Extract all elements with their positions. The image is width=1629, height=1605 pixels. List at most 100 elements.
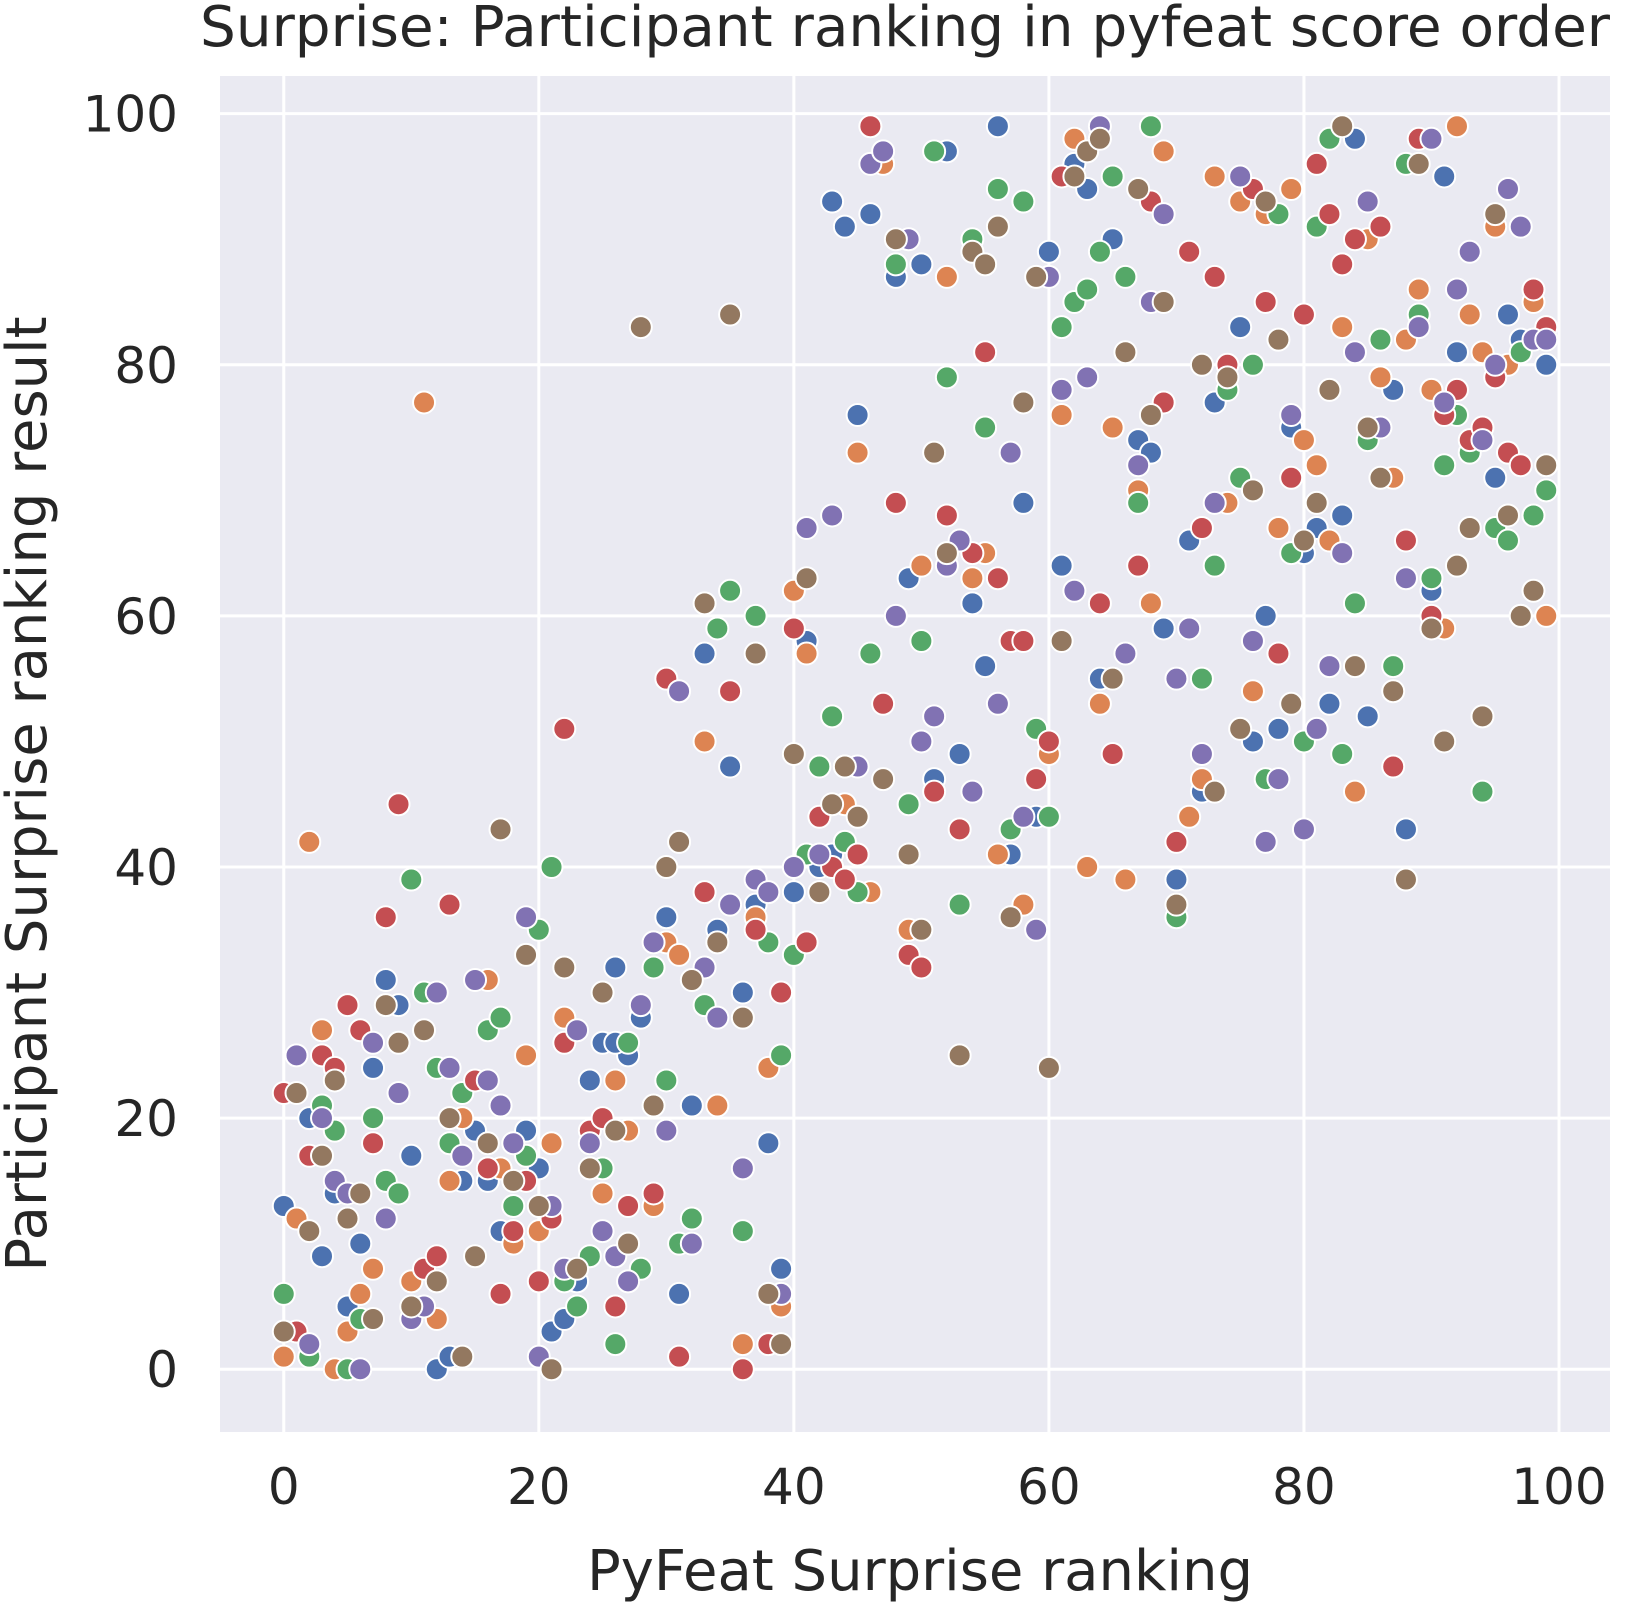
- data-point: [1457, 239, 1482, 264]
- data-point: [1253, 603, 1278, 628]
- data-point: [934, 541, 959, 566]
- data-point: [590, 980, 615, 1005]
- data-point: [310, 1018, 335, 1043]
- data-point: [1138, 403, 1163, 427]
- data-point: [514, 1043, 539, 1068]
- x-tick-label: 60: [1017, 1458, 1081, 1516]
- data-point: [1113, 264, 1138, 289]
- data-point: [679, 1093, 704, 1118]
- data-point: [603, 1118, 628, 1143]
- data-point: [1381, 654, 1406, 679]
- data-point: [1062, 578, 1087, 603]
- data-point: [335, 993, 360, 1018]
- data-point: [1151, 616, 1176, 641]
- data-point: [1253, 829, 1278, 854]
- data-point: [1342, 340, 1367, 365]
- data-point: [297, 1332, 322, 1357]
- data-point: [985, 177, 1010, 201]
- data-point: [973, 340, 998, 365]
- data-point: [679, 1231, 704, 1256]
- data-point: [603, 1068, 628, 1093]
- data-point: [577, 1156, 602, 1181]
- data-point: [1228, 716, 1253, 741]
- data-point: [1495, 302, 1520, 327]
- data-point: [922, 779, 947, 804]
- data-point: [1177, 239, 1202, 264]
- data-point: [616, 1030, 641, 1055]
- data-point: [1036, 804, 1061, 829]
- data-point: [488, 1281, 513, 1306]
- x-tick-label: 20: [507, 1458, 571, 1516]
- data-point: [1049, 629, 1074, 653]
- data-point: [1393, 566, 1418, 591]
- y-axis-label: Participant Surprise ranking result: [0, 316, 60, 1271]
- data-point: [909, 252, 934, 277]
- data-point: [1432, 453, 1457, 478]
- data-point: [1317, 202, 1342, 227]
- data-point: [1024, 917, 1049, 942]
- data-point: [692, 880, 717, 905]
- data-point: [654, 855, 679, 879]
- data-point: [1521, 277, 1546, 302]
- x-tick-labels: 0 20 40 60 80 100: [268, 1458, 1607, 1516]
- data-point: [1304, 151, 1329, 176]
- data-point: [1075, 277, 1100, 302]
- data-point: [1189, 352, 1214, 377]
- data-point: [501, 1131, 526, 1156]
- data-point: [412, 1018, 437, 1043]
- data-point: [1266, 716, 1291, 741]
- data-point: [1279, 465, 1304, 490]
- data-point: [1330, 252, 1355, 277]
- data-point: [909, 729, 934, 754]
- data-point: [552, 716, 577, 741]
- data-point: [845, 403, 870, 427]
- data-point: [705, 930, 730, 955]
- data-point: [1355, 704, 1380, 729]
- data-point: [1036, 1055, 1061, 1080]
- data-point: [781, 855, 806, 879]
- data-point: [781, 616, 806, 641]
- data-point: [1495, 528, 1520, 553]
- data-point: [1164, 892, 1189, 917]
- data-point: [756, 1281, 781, 1306]
- data-point: [756, 1131, 781, 1156]
- data-point: [1444, 277, 1469, 302]
- data-point: [1483, 202, 1508, 227]
- data-point: [896, 842, 921, 867]
- data-point: [628, 993, 653, 1018]
- data-point: [654, 1068, 679, 1093]
- data-point: [361, 1055, 386, 1080]
- data-point: [1419, 566, 1444, 591]
- data-point: [1355, 189, 1380, 214]
- data-point: [284, 1081, 309, 1105]
- data-point: [361, 1030, 386, 1055]
- data-point: [1126, 453, 1151, 478]
- data-point: [437, 1168, 462, 1193]
- data-point: [1330, 315, 1355, 340]
- data-point: [1126, 177, 1151, 201]
- data-point: [399, 1143, 424, 1168]
- data-point: [1164, 867, 1189, 892]
- data-point: [641, 955, 666, 980]
- data-point: [1279, 177, 1304, 201]
- data-point: [475, 1131, 500, 1156]
- data-point: [322, 1068, 347, 1093]
- data-point: [960, 566, 985, 591]
- data-point: [718, 892, 743, 917]
- data-point: [985, 691, 1010, 716]
- data-point: [1444, 340, 1469, 365]
- data-point: [1011, 629, 1036, 653]
- data-point: [501, 1219, 526, 1244]
- data-point: [1355, 415, 1380, 440]
- data-point: [1100, 415, 1125, 440]
- data-point: [909, 917, 934, 942]
- data-point: [769, 980, 794, 1005]
- data-point: [858, 202, 883, 227]
- data-point: [373, 968, 398, 992]
- data-point: [909, 955, 934, 980]
- data-point: [284, 1043, 309, 1068]
- data-point: [1342, 779, 1367, 804]
- data-point: [1215, 365, 1240, 390]
